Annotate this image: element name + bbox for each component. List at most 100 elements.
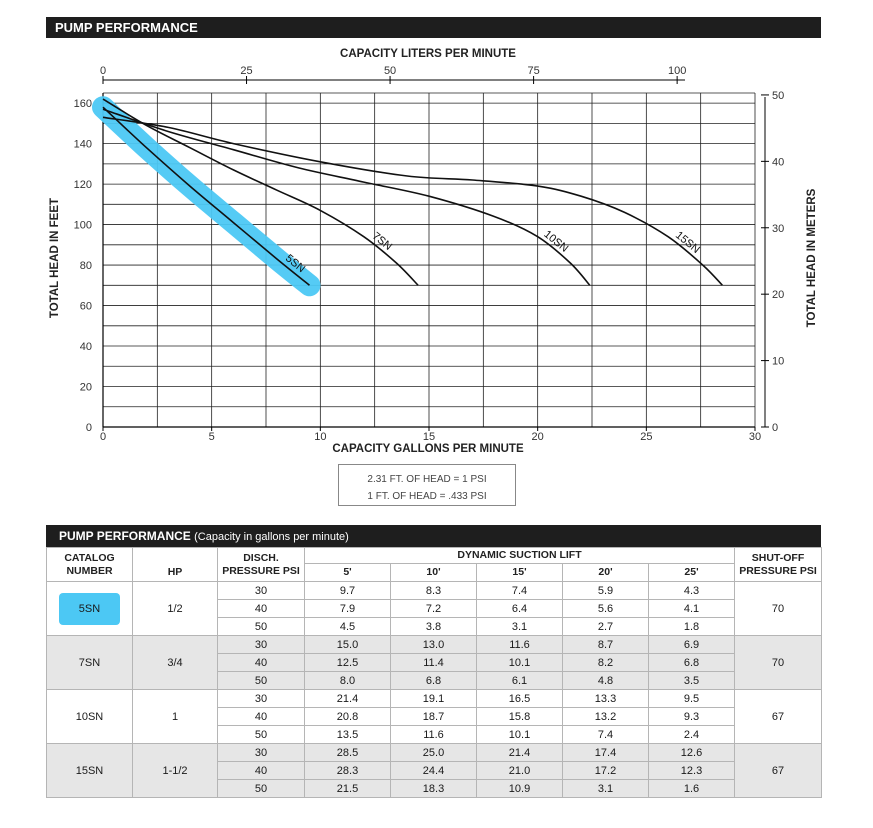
suction-lift-cell: 18.7 — [390, 707, 477, 726]
shutoff-pressure-cell: 70 — [734, 635, 823, 690]
suction-lift-cell: 10.1 — [476, 653, 563, 672]
conversion-psi-line: 2.31 FT. OF HEAD = 1 PSI — [367, 474, 487, 485]
suction-lift-cell: 19.1 — [390, 689, 477, 708]
suction-lift-cell: 21.4 — [476, 743, 563, 762]
disch-pressure-cell: 40 — [217, 653, 305, 672]
hp-cell: 3/4 — [132, 635, 218, 690]
suction-lift-cell: 4.8 — [562, 671, 649, 690]
lift-col-header: 25' — [647, 563, 736, 582]
disch-pressure-cell: 50 — [217, 671, 305, 690]
y2-tick-label: 20 — [772, 289, 784, 301]
suction-lift-cell: 4.5 — [304, 617, 391, 636]
suction-lift-cell: 3.8 — [390, 617, 477, 636]
hp-cell: 1/2 — [132, 581, 218, 636]
y-tick-label: 140 — [74, 139, 92, 151]
suction-lift-cell: 3.1 — [562, 779, 649, 798]
y-tick-label: 160 — [74, 98, 92, 110]
x2-tick-label: 50 — [384, 65, 396, 77]
x2-tick-label: 75 — [527, 65, 539, 77]
disch-pressure-cell: 30 — [217, 635, 305, 654]
conversion-head-line: 1 FT. OF HEAD = .433 PSI — [367, 491, 487, 502]
y-tick-label: 20 — [80, 382, 92, 394]
table-row: 15SN 1-1/2 30 28.5 25.0 21.4 17.4 12.6 67 — [46, 743, 823, 798]
series-line-5sn — [102, 106, 310, 286]
disch-pressure-cell: 50 — [217, 779, 305, 798]
suction-lift-cell: 7.2 — [390, 599, 477, 618]
shutoff-pressure-cell: 67 — [734, 743, 823, 798]
x-tick-label: 25 — [640, 431, 652, 443]
hp-cell: 1 — [132, 689, 218, 744]
table-row: 10SN 1 30 21.4 19.1 16.5 13.3 9.5 67 — [46, 689, 823, 744]
lift-col-header: 10' — [390, 563, 477, 582]
suction-lift-cell: 11.6 — [390, 725, 477, 744]
y-tick-label: 100 — [74, 220, 92, 232]
table-row: 50 13.5 11.6 10.1 7.4 2.4 — [47, 725, 822, 744]
suction-lift-cell: 21.5 — [304, 779, 391, 798]
suction-lift-cell: 16.5 — [476, 689, 563, 708]
catalog-number-cell: 15SN — [46, 743, 133, 798]
x2-tick-label: 100 — [668, 65, 686, 77]
catalog-number-cell: 10SN — [46, 689, 133, 744]
table-row: 50 21.5 18.3 10.9 3.1 1.6 — [47, 779, 822, 798]
series-line-10sn — [102, 108, 591, 286]
catalog-number-cell: 7SN — [46, 635, 133, 690]
suction-lift-cell: 17.2 — [562, 761, 649, 780]
suction-lift-cell: 24.4 — [390, 761, 477, 780]
suction-lift-cell: 9.7 — [304, 581, 391, 600]
series-line-7sn — [102, 98, 419, 286]
table-row: 40 12.5 11.4 10.1 8.2 6.8 — [47, 653, 822, 672]
suction-lift-cell: 11.4 — [390, 653, 477, 672]
y-tick-label: 60 — [80, 301, 92, 313]
chart-title: PUMP PERFORMANCE — [55, 20, 198, 35]
suction-lift-cell: 5.6 — [562, 599, 649, 618]
suction-lift-cell: 5.9 — [562, 581, 649, 600]
disch-pressure-cell: 40 — [217, 599, 305, 618]
suction-lift-cell: 13.3 — [562, 689, 649, 708]
suction-lift-cell: 4.3 — [647, 581, 736, 600]
suction-lift-cell: 8.0 — [304, 671, 391, 690]
suction-lift-cell: 21.0 — [476, 761, 563, 780]
disch-pressure-cell: 50 — [217, 617, 305, 636]
y2-tick-label: 10 — [772, 356, 784, 368]
suction-lift-cell: 12.6 — [647, 743, 736, 762]
disch-pressure-cell: 40 — [217, 761, 305, 780]
shutoff-pressure-header: SHUT-OFF PRESSURE PSI — [734, 547, 823, 582]
x2-tick-label: 0 — [100, 65, 106, 77]
catalog-number-highlight: 5SN — [58, 592, 121, 625]
conversion-box: 2.31 FT. OF HEAD = 1 PSI 1 FT. OF HEAD =… — [338, 464, 516, 506]
chart-title-bar: PUMP PERFORMANCE — [46, 17, 821, 38]
lift-col-header: 20' — [562, 563, 649, 582]
catalog-header: CATALOG NUMBER — [46, 547, 133, 582]
x2-tick-label: 25 — [240, 65, 252, 77]
suction-lift-cell: 10.1 — [476, 725, 563, 744]
table-title-bar: PUMP PERFORMANCE (Capacity in gallons pe… — [46, 525, 821, 547]
suction-lift-cell: 15.8 — [476, 707, 563, 726]
y2-tick-label: 30 — [772, 223, 784, 235]
disch-pressure-cell: 50 — [217, 725, 305, 744]
suction-lift-cell: 3.1 — [476, 617, 563, 636]
suction-lift-cell: 3.5 — [647, 671, 736, 690]
disch-pressure-cell: 30 — [217, 581, 305, 600]
suction-lift-cell: 9.5 — [647, 689, 736, 708]
suction-lift-cell: 10.9 — [476, 779, 563, 798]
chart-grid — [102, 92, 756, 428]
suction-lift-cell: 9.3 — [647, 707, 736, 726]
y2-tick-label: 40 — [772, 156, 784, 168]
suction-lift-cell: 8.3 — [390, 581, 477, 600]
suction-lift-cell: 28.5 — [304, 743, 391, 762]
table-row: 5SN 1/2 30 9.7 8.3 7.4 5.9 4.3 70 — [46, 581, 823, 636]
table-title: PUMP PERFORMANCE — [59, 529, 191, 543]
lift-col-header: 5' — [304, 563, 391, 582]
suction-lift-cell: 12.3 — [647, 761, 736, 780]
suction-lift-cell: 4.1 — [647, 599, 736, 618]
suction-lift-cell: 15.0 — [304, 635, 391, 654]
table-row: 40 20.8 18.7 15.8 13.2 9.3 — [47, 707, 822, 726]
catalog-number-cell: 5SN — [46, 581, 133, 636]
suction-lift-cell: 2.4 — [647, 725, 736, 744]
suction-lift-cell: 11.6 — [476, 635, 563, 654]
suction-lift-cell: 1.8 — [647, 617, 736, 636]
y-tick-label: 120 — [74, 179, 92, 191]
suction-lift-cell: 13.0 — [390, 635, 477, 654]
suction-lift-cell: 7.4 — [476, 581, 563, 600]
